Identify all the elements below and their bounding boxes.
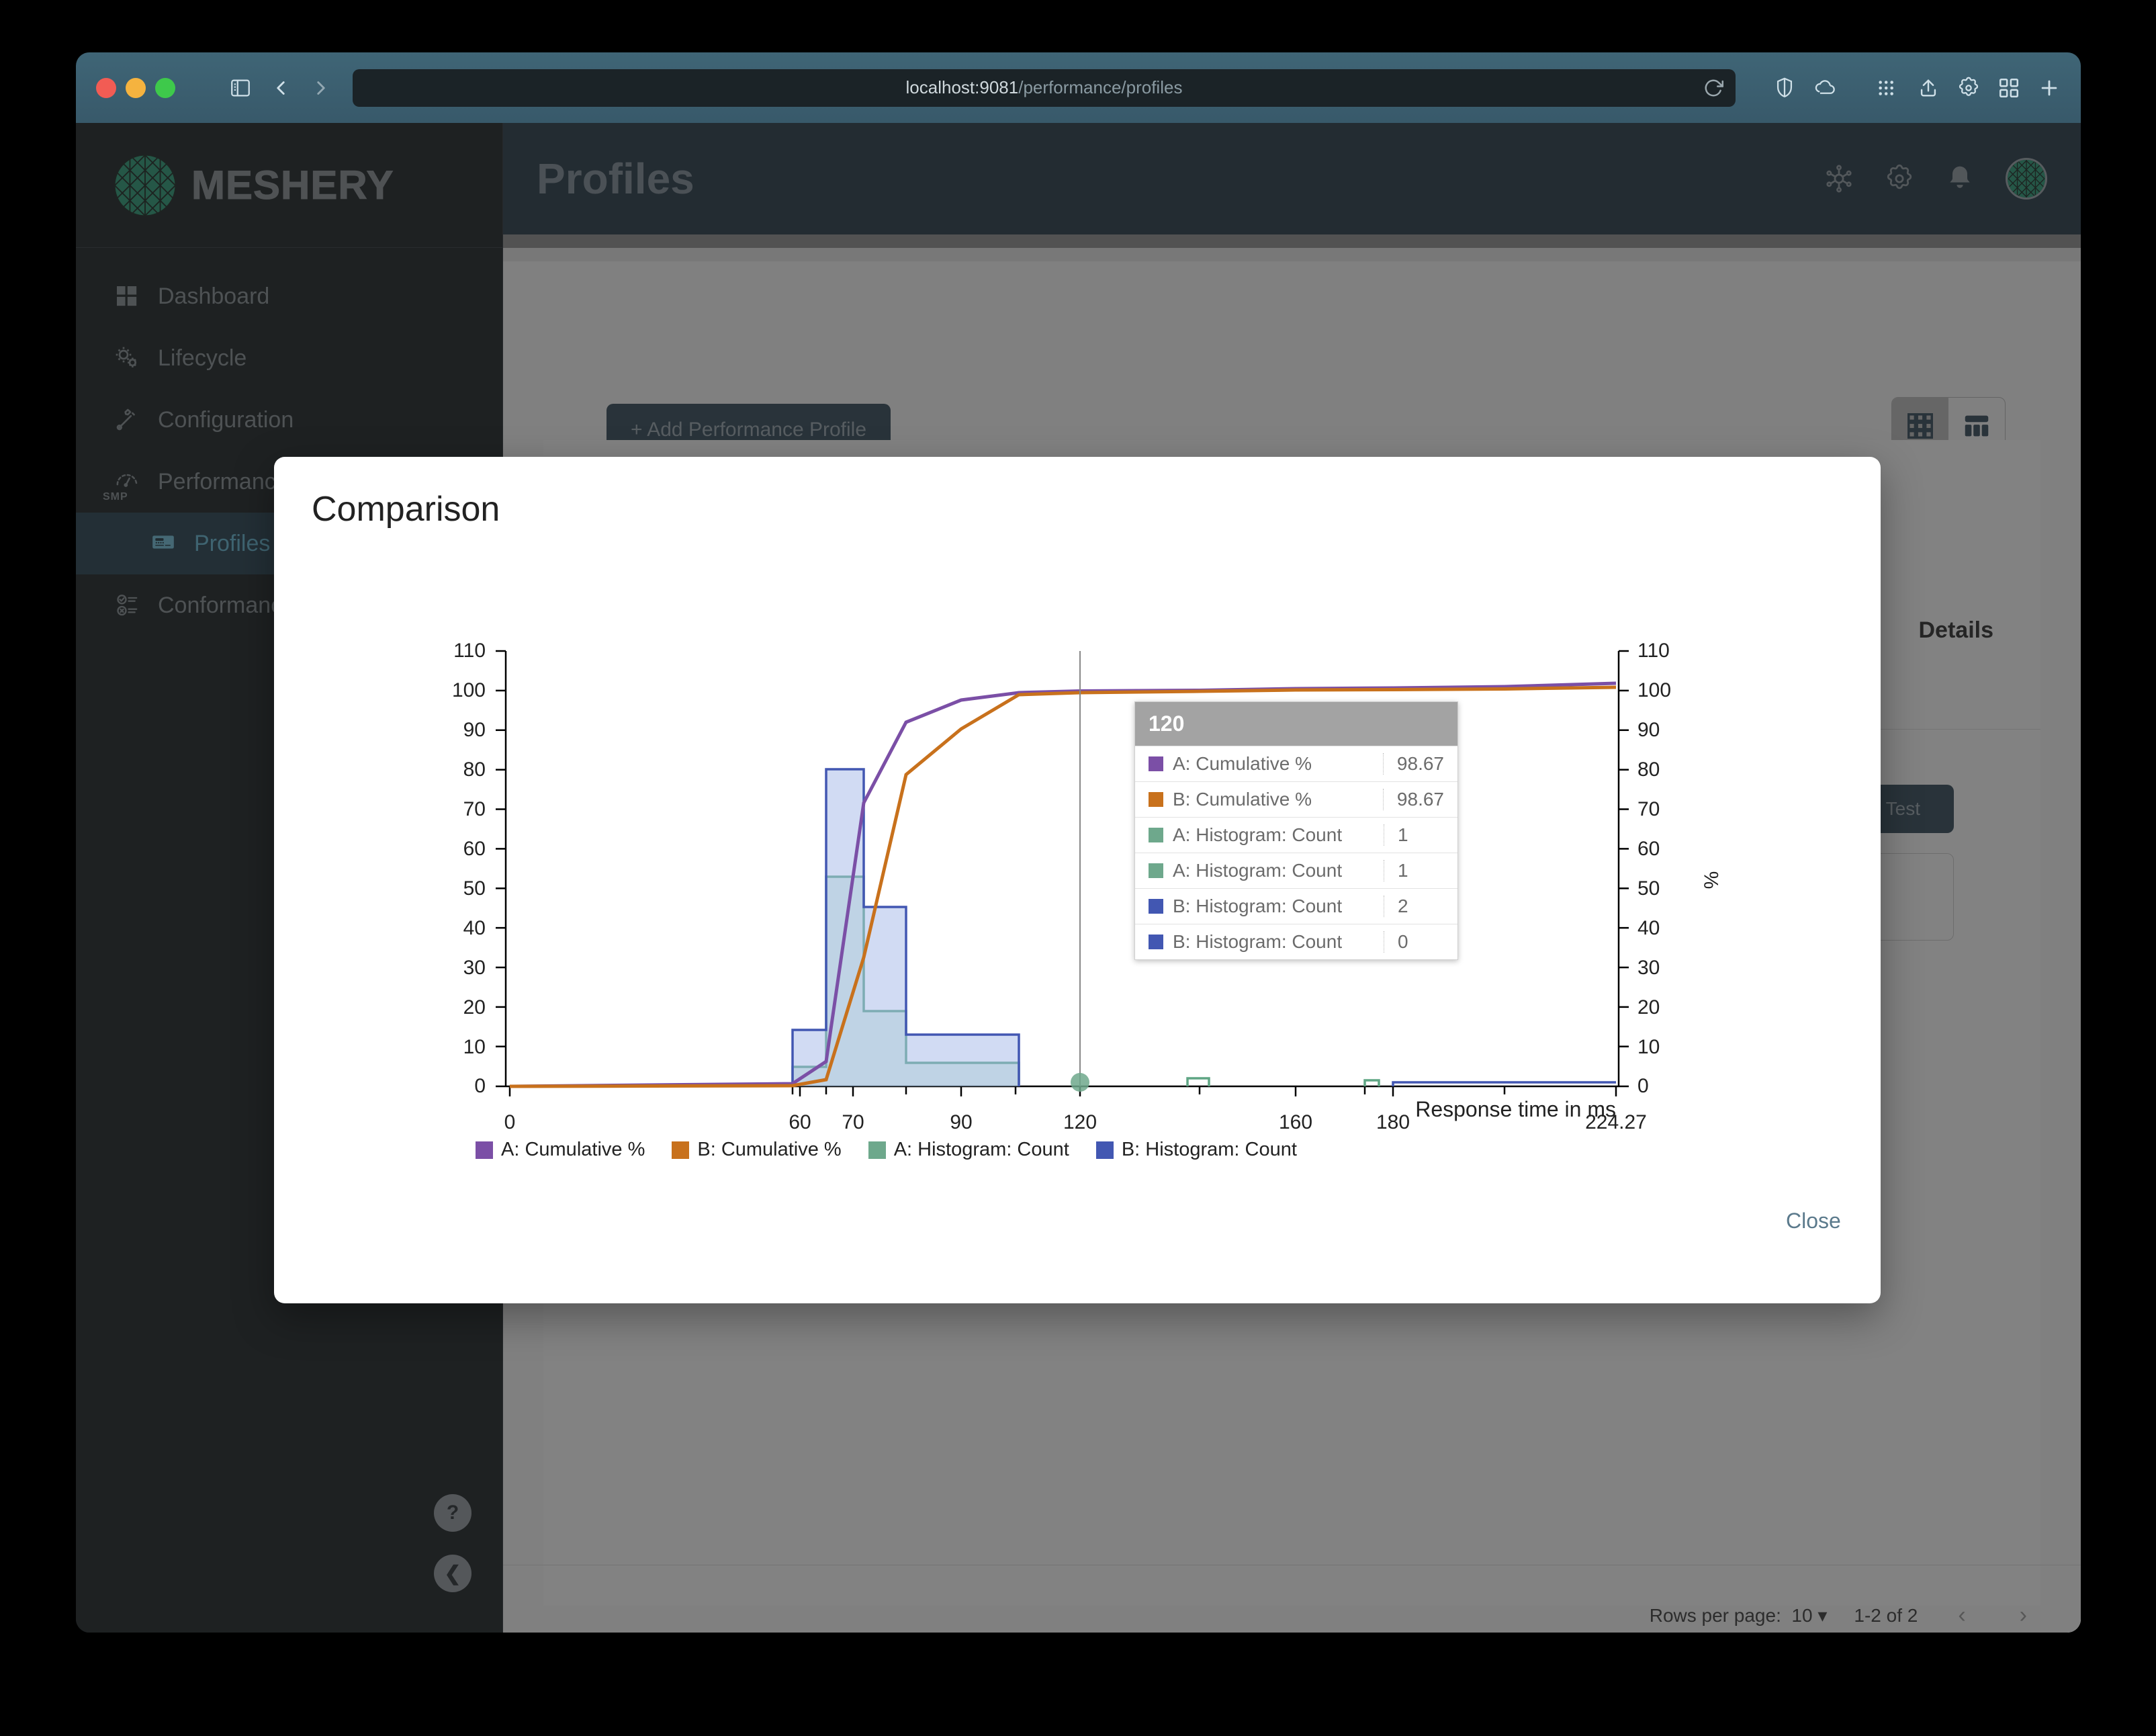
svg-text:%: % (1701, 871, 1723, 889)
svg-text:80: 80 (1637, 758, 1660, 781)
svg-text:90: 90 (950, 1111, 972, 1133)
svg-text:40: 40 (1637, 917, 1660, 939)
svg-text:100: 100 (452, 679, 486, 701)
svg-text:110: 110 (453, 640, 486, 662)
svg-text:70: 70 (1637, 798, 1660, 820)
svg-text:180: 180 (1376, 1111, 1410, 1133)
svg-text:100: 100 (1637, 679, 1671, 701)
svg-text:30: 30 (1637, 957, 1660, 979)
svg-text:60: 60 (789, 1111, 811, 1133)
svg-text:120: 120 (1063, 1111, 1097, 1133)
svg-text:Response time in ms: Response time in ms (1415, 1097, 1616, 1121)
svg-text:10: 10 (463, 1036, 486, 1058)
svg-text:0: 0 (474, 1075, 486, 1097)
svg-text:0: 0 (504, 1111, 516, 1133)
svg-text:40: 40 (463, 917, 486, 939)
svg-text:60: 60 (463, 838, 486, 860)
svg-text:90: 90 (1637, 719, 1660, 741)
svg-text:50: 50 (463, 877, 486, 900)
svg-text:20: 20 (1637, 996, 1660, 1018)
svg-text:70: 70 (463, 798, 486, 820)
svg-text:30: 30 (463, 957, 486, 979)
svg-text:90: 90 (463, 719, 486, 741)
svg-text:50: 50 (1637, 877, 1660, 900)
svg-text:20: 20 (463, 996, 486, 1018)
svg-text:80: 80 (463, 758, 486, 781)
svg-text:10: 10 (1637, 1036, 1660, 1058)
svg-text:0: 0 (1637, 1075, 1649, 1097)
svg-text:70: 70 (842, 1111, 864, 1133)
svg-text:60: 60 (1637, 838, 1660, 860)
svg-text:160: 160 (1279, 1111, 1312, 1133)
svg-text:110: 110 (1637, 640, 1670, 662)
